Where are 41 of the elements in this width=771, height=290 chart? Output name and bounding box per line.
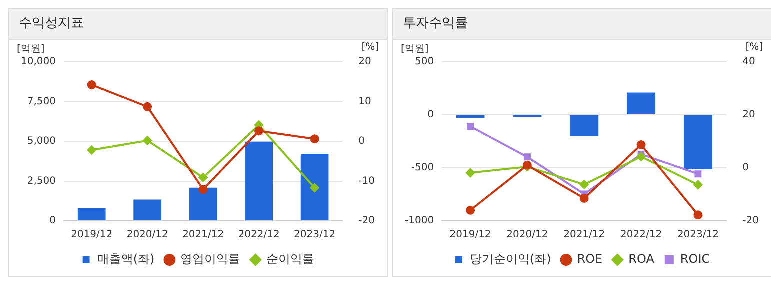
x-tick-label: 2021/12 — [182, 230, 224, 241]
y-tick-label: 500 — [414, 56, 434, 68]
y2-tick-label: 0 — [358, 136, 366, 148]
x-tick-label: 2022/12 — [620, 230, 662, 241]
chart-title: 수익성지표 — [9, 9, 387, 40]
y-tick-label: -1000 — [404, 216, 434, 227]
y2-tick-label: -20 — [742, 216, 760, 227]
y-tick-label: 5,000 — [27, 136, 56, 148]
y2-tick-label: 40 — [742, 56, 756, 68]
x-tick-label: 2023/12 — [677, 230, 719, 241]
y-tick-label: 2,500 — [27, 176, 56, 187]
x-tick-label: 2020/12 — [506, 230, 548, 241]
y-tick-label: 10,000 — [20, 56, 56, 68]
x-tick-label: 2019/12 — [71, 230, 113, 241]
y2-tick-label: -20 — [358, 216, 376, 227]
y-axis-title: [억원] — [401, 43, 429, 56]
chart-title: 투자수익률 — [393, 9, 771, 40]
legend-label: ROA — [628, 252, 656, 266]
y-tick-label: 0 — [428, 110, 434, 121]
y2-tick-label: 0 — [742, 162, 750, 174]
x-tick-label: 2023/12 — [294, 230, 336, 241]
legend-label: 영업이익률 — [180, 252, 241, 266]
y2-tick-label: 10 — [358, 96, 372, 108]
y-axis-title: [억원] — [17, 43, 45, 56]
legend-label: ROIC — [680, 252, 710, 266]
y2-axis-title: [%] — [746, 42, 763, 53]
y-tick-label: 7,500 — [27, 96, 56, 108]
legend-label: 순이익률 — [266, 252, 315, 266]
x-tick-label: 2020/12 — [126, 230, 168, 241]
x-tick-label: 2019/12 — [450, 230, 492, 241]
y-tick-label: -500 — [411, 162, 434, 174]
x-tick-label: 2021/12 — [564, 230, 606, 241]
y2-tick-label: 20 — [742, 110, 756, 121]
x-tick-label: 2022/12 — [238, 230, 280, 241]
legend-label: 당기순이익(좌) — [470, 252, 552, 266]
y2-tick-label: -10 — [358, 176, 376, 187]
y2-tick-label: 20 — [358, 56, 372, 68]
legend-label: 매출액(좌) — [97, 252, 155, 266]
y-tick-label: 0 — [50, 216, 56, 227]
y2-axis-title: [%] — [362, 42, 379, 53]
legend-label: ROE — [577, 252, 603, 266]
